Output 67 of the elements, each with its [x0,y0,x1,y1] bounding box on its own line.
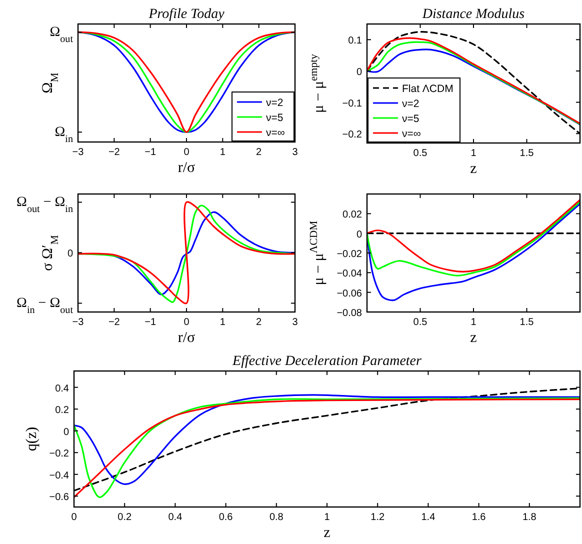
legend-label: Flat ΛCDM [402,83,454,95]
x-tick-label: 2 [256,147,262,158]
x-tick-label: 1.5 [520,148,534,159]
y-tick-label: 0.2 [55,405,70,416]
y-axis-title: q(z) [24,426,40,452]
y-tick-label: 0 [356,229,362,240]
line-series [367,203,580,302]
x-tick-label: 0.4 [168,512,183,523]
x-tick-label: 3 [292,147,298,158]
x-tick-label: 1.2 [370,512,385,523]
x-axis-title: r/σ [178,160,196,176]
y-tick-label: −0.06 [336,288,362,300]
x-tick-label: 0.8 [269,512,284,523]
y-tick-label: 0.4 [55,383,70,394]
x-tick-label: 1 [220,317,226,328]
x-axis-title: z [470,330,478,346]
x-tick-label: 1.6 [472,512,486,523]
y-tick-label: −0.2 [342,130,362,141]
legend-label: ν=5 [402,113,420,125]
legend-label: ν=5 [266,112,284,124]
y-tick-label: −0.04 [336,268,362,280]
x-tick-label: −1 [144,147,156,158]
x-tick-label: 1 [470,317,477,328]
text: Ω$_{out}$ − Ω$_{in}$ [16,195,73,215]
chart-title: Effective Deceleration Parameter [232,354,422,369]
y-tick-label: −0.2 [49,448,70,460]
x-tick-label: 0 [184,147,190,158]
legend-label: ν=2 [402,98,420,110]
x-tick-label: 0.2 [118,512,132,523]
text: Ω$_{out}$ [50,25,74,45]
x-tick-label: 1.8 [522,512,537,523]
legend-label: ν=∞ [266,127,286,139]
legend-label: ν=∞ [402,128,422,140]
text: Ω$_{in}$ − Ω$_{out}$ [16,296,74,316]
x-tick-label: 0.5 [413,317,428,328]
y-tick-label: −0.4 [49,470,70,482]
x-tick-label: −1 [144,317,156,328]
x-tick-label: 1 [324,512,330,523]
x-tick-label: −2 [108,317,120,328]
chart-title: Profile Today [148,7,226,22]
x-tick-label: 0 [184,317,190,328]
y-tick-label: −0.6 [49,492,70,504]
y-tick-label: 0 [356,66,362,78]
x-tick-label: 0.5 [413,148,428,159]
y-tick-label: 0 [63,426,70,438]
x-axis-title: r/σ [178,330,196,346]
x-tick-label: 1.4 [421,512,436,523]
y-tick-label: 0.1 [348,36,362,47]
y-tick-label: 0.02 [342,210,362,221]
text: Ω$_{in}$ [54,125,73,145]
chart-title: Distance Modulus [421,7,526,22]
x-tick-label: 1 [470,148,477,159]
x-tick-label: 2 [256,317,262,328]
x-tick-label: 0 [71,512,78,523]
x-tick-label: −2 [108,147,120,158]
x-tick-label: 1 [220,147,226,158]
x-axis-title: z [324,525,331,541]
x-tick-label: −3 [72,317,84,328]
y-tick-label: −0.1 [342,98,362,110]
x-tick-label: −3 [72,147,84,158]
x-tick-label: 1.5 [520,317,534,328]
y-tick-label: −0.02 [336,249,362,260]
x-tick-label: 0.6 [218,512,234,523]
legend-label: ν=2 [266,97,284,109]
y-tick-label: −0.08 [336,308,362,319]
x-axis-title: z [470,161,478,177]
x-tick-label: 3 [292,317,298,328]
